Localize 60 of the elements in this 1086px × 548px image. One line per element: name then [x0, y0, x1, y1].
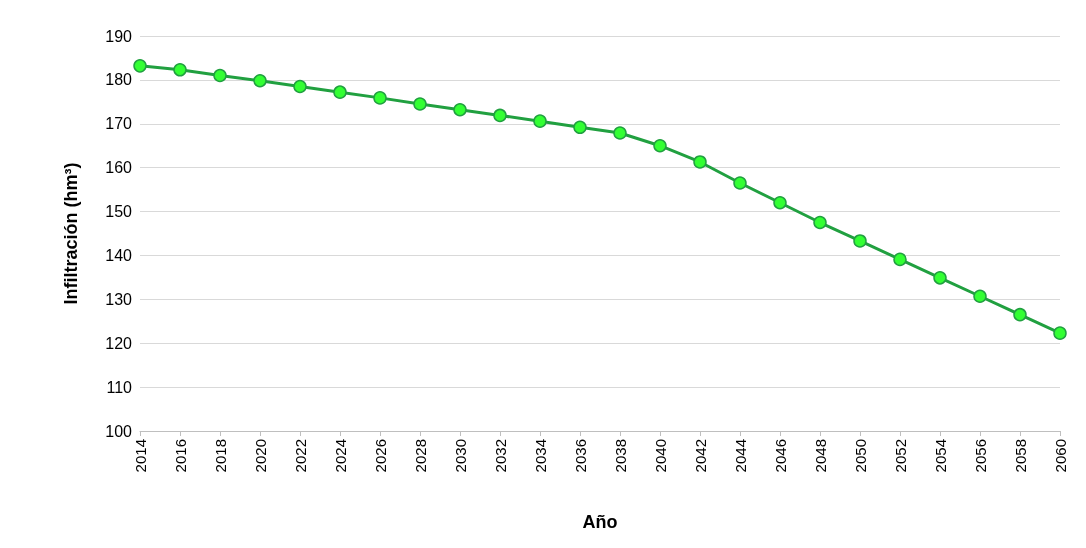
x-tick-label: 2048	[811, 439, 829, 473]
point	[1013, 307, 1027, 322]
x-tick-label: 2022	[291, 439, 309, 473]
point	[613, 126, 627, 140]
y-tick-label: 140	[105, 246, 133, 264]
point	[533, 114, 547, 128]
point	[213, 68, 227, 83]
point	[853, 234, 867, 248]
y-tick-label: 120	[105, 334, 133, 352]
x-tick-label: 2030	[451, 439, 469, 473]
point	[1053, 326, 1067, 340]
x-tick-label: 2036	[571, 439, 589, 473]
point	[693, 155, 707, 169]
x-tick-label: 2052	[891, 439, 909, 473]
y-tick-label: 170	[105, 115, 133, 133]
x-tick-label: 2020	[251, 439, 269, 473]
x-tick-label: 2044	[731, 439, 749, 473]
point	[413, 97, 427, 111]
y-tick-label: 160	[105, 159, 133, 177]
x-tick-label: 2040	[651, 439, 669, 473]
point	[813, 215, 827, 230]
point	[373, 91, 387, 105]
y-tick-label: 110	[106, 378, 133, 396]
y-tick-label: 130	[105, 290, 133, 308]
x-tick-label: 2050	[851, 439, 869, 473]
x-tick-label: 2014	[131, 439, 149, 473]
x-tick-label: 2018	[211, 439, 229, 473]
point	[973, 289, 987, 304]
y-tick-label: 180	[105, 71, 133, 89]
y-tick-label: 190	[105, 27, 133, 45]
point	[773, 196, 787, 210]
point	[173, 63, 187, 77]
x-tick-label: 2060	[1051, 439, 1069, 473]
x-tick-label: 2038	[611, 439, 629, 473]
point	[133, 59, 147, 73]
x-tick-label: 2034	[531, 439, 549, 473]
point	[333, 85, 347, 99]
y-tick-label: 100	[105, 422, 133, 440]
y-tick-label: 150	[105, 203, 133, 221]
point	[493, 108, 507, 123]
point	[733, 176, 747, 190]
point	[573, 120, 587, 135]
point	[293, 79, 307, 94]
point	[653, 138, 667, 153]
point	[933, 271, 947, 285]
x-tick-label: 2056	[971, 439, 989, 473]
point	[253, 74, 267, 88]
x-tick-label: 2054	[931, 439, 949, 473]
x-tick-label: 2024	[331, 439, 349, 473]
x-tick-label: 2058	[1011, 439, 1029, 473]
x-tick-label: 2042	[691, 439, 709, 473]
point	[453, 102, 467, 117]
x-tick-label: 2026	[371, 439, 389, 473]
x-tick-label: 2032	[491, 439, 509, 473]
x-axis-title: Año	[582, 512, 618, 532]
x-tick-label: 2016	[171, 439, 189, 473]
x-tick-label: 2046	[771, 439, 789, 473]
x-tick-label: 2028	[411, 439, 429, 473]
point	[893, 252, 907, 267]
y-axis-title: Infiltración (hm³)	[61, 162, 81, 305]
